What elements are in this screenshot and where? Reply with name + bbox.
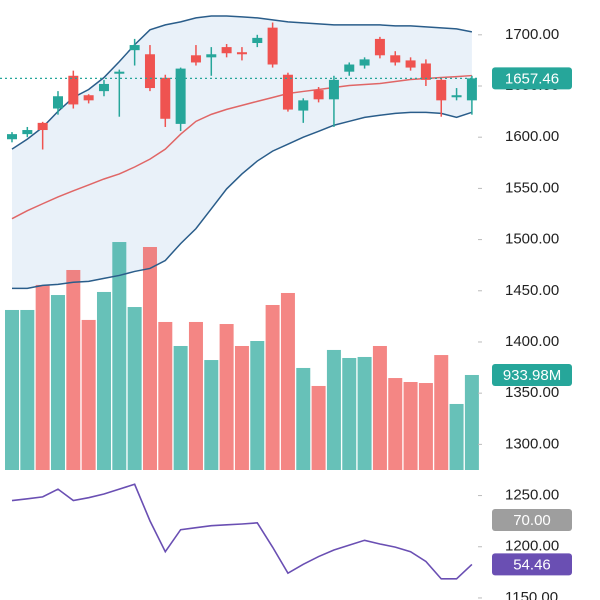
volume-bar	[449, 403, 464, 470]
volume-bar	[250, 341, 265, 470]
y-tick-label: 1250.00	[505, 487, 559, 504]
rsi-level-label-bg	[492, 509, 572, 531]
volume-bar	[50, 295, 65, 470]
last-rsi-label: 54.46	[513, 556, 551, 573]
rsi-level-label: 70.00	[513, 512, 551, 529]
candle-body	[7, 134, 17, 140]
volume-bar	[357, 356, 372, 470]
volume-bar	[388, 378, 403, 470]
candle-body	[190, 55, 201, 63]
candle-body	[236, 52, 247, 55]
volume-bar	[127, 307, 142, 470]
volume-bar	[265, 304, 280, 470]
candle-body	[298, 100, 309, 111]
y-tick-label: 1550.00	[505, 179, 559, 196]
volume-bar	[158, 321, 173, 470]
last-volume-label-bg	[492, 363, 572, 386]
volume-bar	[234, 345, 249, 470]
rsi-line	[11, 483, 473, 580]
candle-body	[267, 27, 278, 65]
candle-body	[22, 130, 33, 135]
indicator-line	[12, 111, 473, 290]
candle-body	[52, 96, 63, 109]
y-tick-label: 1600.00	[505, 128, 559, 145]
volume-bar	[35, 284, 50, 470]
candle-body	[313, 90, 324, 100]
volume-bar	[112, 242, 127, 470]
candle-body	[98, 83, 109, 92]
candle-body	[129, 45, 140, 51]
y-tick-label: 1200.00	[505, 538, 559, 555]
candle-body	[436, 79, 447, 101]
candle-body	[282, 74, 293, 110]
candle-body	[144, 54, 155, 89]
y-tick-label: 1400.00	[505, 333, 559, 350]
candle-body	[359, 59, 370, 66]
candle-body	[160, 77, 171, 119]
candle-body	[83, 95, 94, 101]
volume-bar	[5, 309, 19, 470]
y-tick-label: 1700.00	[505, 26, 559, 43]
volume-bar	[204, 360, 219, 470]
y-tick-label: 1500.00	[505, 231, 559, 248]
volume-bar	[434, 355, 449, 470]
last-volume-label: 933.98M	[503, 367, 561, 384]
candle-body	[37, 122, 48, 131]
band-fill	[12, 15, 472, 289]
candle-body	[405, 60, 416, 68]
candle-body	[466, 78, 477, 101]
volume-bar	[280, 292, 295, 470]
candle-body	[328, 79, 339, 100]
volume-bar	[81, 319, 96, 470]
volume-bar	[219, 324, 234, 470]
y-tick-label: 1450.00	[505, 282, 559, 299]
volume-bar	[326, 349, 341, 470]
price-layer	[0, 15, 478, 290]
candle-body	[221, 47, 232, 54]
candle-body	[420, 63, 431, 80]
volume-bar	[342, 357, 357, 470]
y-tick-label: 1350.00	[505, 384, 559, 401]
candle-body	[68, 75, 79, 105]
last-price-label-bg	[492, 67, 572, 90]
candle-body	[206, 54, 217, 58]
axis-background	[478, 0, 600, 600]
volume-bar	[173, 345, 188, 470]
volume-bar	[188, 321, 203, 470]
volume-bar	[403, 382, 418, 470]
y-tick-label: 1150.00	[505, 589, 558, 600]
candle-body	[451, 95, 462, 98]
y-tick-label: 1300.00	[505, 435, 559, 452]
candle-body	[252, 37, 263, 44]
volume-bar	[142, 247, 157, 470]
candle-body	[114, 71, 125, 74]
candle-body	[374, 38, 385, 56]
volume-bar	[464, 374, 479, 470]
rsi-layer	[11, 483, 473, 580]
volume-bar	[311, 385, 326, 470]
volume-bar	[372, 345, 387, 470]
indicator-line	[11, 74, 472, 220]
last-rsi-label-bg	[492, 553, 572, 576]
volume-bar	[296, 367, 311, 470]
volume-bar	[96, 291, 111, 470]
volume-bar	[418, 383, 433, 470]
candle-body	[390, 55, 401, 63]
volume-layer	[5, 15, 479, 470]
volume-bar	[66, 269, 81, 470]
last-price-label: 1657.46	[505, 70, 559, 87]
indicator-line	[11, 15, 473, 150]
candle-body	[175, 68, 186, 124]
axis-layer: 1150.00 1200.00 1250.00 1300.00 1350.00 1400.…	[478, 26, 572, 600]
candle-body	[344, 64, 355, 72]
volume-bar	[20, 309, 35, 470]
